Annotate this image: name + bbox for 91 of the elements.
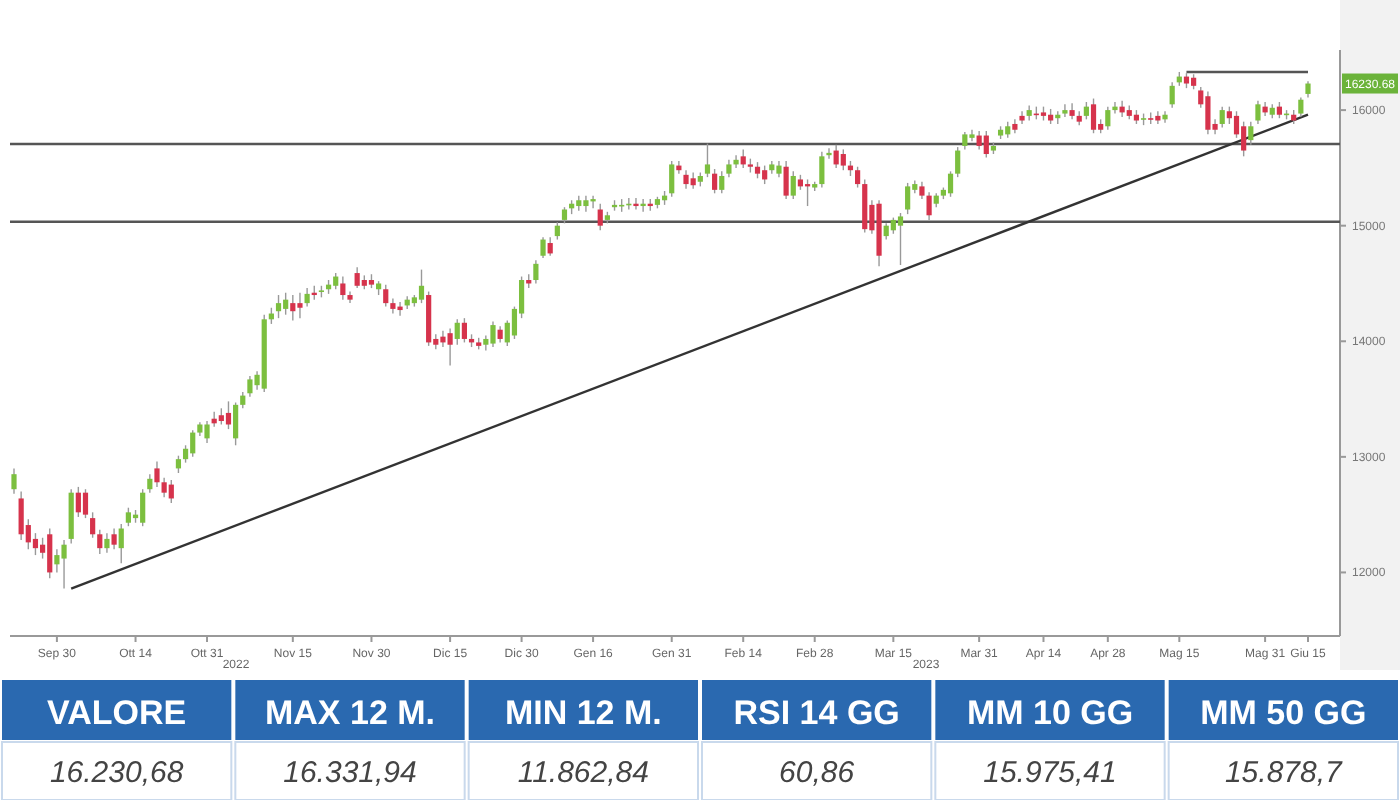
text: MM 50 GG — [1200, 694, 1367, 732]
candlestick — [1105, 105, 1111, 131]
candlestick — [790, 170, 796, 200]
candlestick — [54, 548, 60, 574]
text: 60,86 — [779, 756, 856, 790]
candlestick — [1298, 96, 1304, 118]
candlestick — [1248, 120, 1254, 146]
text: 16.230,68 — [49, 756, 185, 790]
text: MAX 12 M. — [264, 694, 436, 732]
text: 15.975,41 — [983, 756, 1117, 790]
candlestick — [897, 212, 904, 266]
candlestick — [47, 527, 53, 579]
candlestick — [712, 168, 718, 195]
candlestick — [168, 479, 174, 504]
text: 15.878,7 — [1224, 756, 1344, 790]
candlestick — [383, 283, 389, 308]
candlestick — [190, 429, 196, 458]
text: VALORE — [47, 694, 187, 732]
candlestick — [283, 292, 289, 316]
candlestick — [397, 301, 403, 317]
candlestick — [61, 539, 67, 590]
candlestick — [819, 151, 825, 189]
candlestick — [490, 320, 496, 348]
text: 11.862,84 — [517, 756, 649, 790]
candlestick — [1169, 81, 1175, 109]
candlestick — [683, 169, 689, 190]
candlestick — [225, 400, 232, 430]
candlestick — [1062, 103, 1068, 118]
candlestick — [947, 170, 954, 198]
candlestick — [1241, 120, 1247, 158]
candlestick — [290, 294, 296, 322]
candlestick — [18, 490, 24, 541]
candlestick — [354, 266, 360, 289]
candlestick — [461, 317, 467, 344]
candlestick — [547, 236, 553, 257]
candlestick — [75, 486, 81, 518]
candlestick — [1026, 104, 1032, 122]
candlestick — [97, 528, 103, 555]
candlestick — [297, 292, 303, 319]
candlestick — [161, 476, 167, 498]
candlestick — [669, 160, 675, 198]
text: MM 10 GG — [966, 694, 1134, 732]
candlestick — [762, 164, 768, 185]
candlestick — [147, 473, 153, 494]
candlestick — [1162, 110, 1168, 124]
candlestick — [118, 523, 124, 564]
candlestick — [447, 327, 453, 367]
candlestick — [533, 259, 539, 285]
candlestick — [32, 532, 39, 556]
candlestick — [340, 275, 346, 301]
candlestick — [633, 197, 639, 211]
candlestick — [733, 154, 739, 169]
candlestick — [862, 178, 868, 234]
candlestick — [590, 194, 596, 210]
candlestick — [82, 488, 89, 519]
candlestick — [1255, 100, 1261, 125]
candlestick — [68, 488, 74, 545]
candlestick — [540, 236, 546, 259]
candlestick — [275, 294, 282, 319]
candlestick — [247, 375, 253, 398]
candlestick — [783, 160, 789, 200]
candlestick — [983, 130, 989, 159]
text: RSI 14 GG — [733, 694, 900, 732]
candlestick — [1090, 97, 1097, 134]
candlestick — [719, 170, 725, 195]
candlestick — [833, 144, 839, 169]
candlestick — [90, 511, 96, 539]
candlestick — [976, 130, 982, 151]
candlestick — [704, 142, 711, 178]
candlestick — [1205, 90, 1211, 136]
candlestick — [840, 148, 846, 171]
candlestick — [104, 532, 110, 554]
candlestick — [905, 182, 911, 215]
candlestick — [304, 287, 310, 308]
candlestick — [440, 330, 446, 348]
text: MIN 12 M. — [504, 694, 662, 732]
candlestick — [1219, 105, 1225, 129]
candlestick — [740, 148, 746, 169]
text: 16.331,94 — [283, 756, 417, 790]
candlestick — [454, 318, 460, 346]
candlestick — [597, 203, 603, 232]
candlestick — [125, 507, 131, 527]
candlestick — [233, 401, 239, 446]
candlestick — [140, 488, 146, 527]
candlestick — [855, 166, 861, 189]
candlestick — [204, 420, 210, 444]
candlestick — [11, 467, 17, 495]
candlestick — [955, 146, 961, 178]
candlestick — [426, 290, 432, 347]
candlestick — [111, 527, 117, 551]
candlestick — [418, 268, 425, 304]
